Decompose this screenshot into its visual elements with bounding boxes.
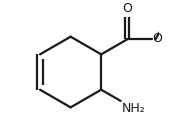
Text: O: O: [122, 2, 132, 15]
Text: O: O: [152, 32, 162, 45]
Text: NH₂: NH₂: [121, 102, 145, 115]
